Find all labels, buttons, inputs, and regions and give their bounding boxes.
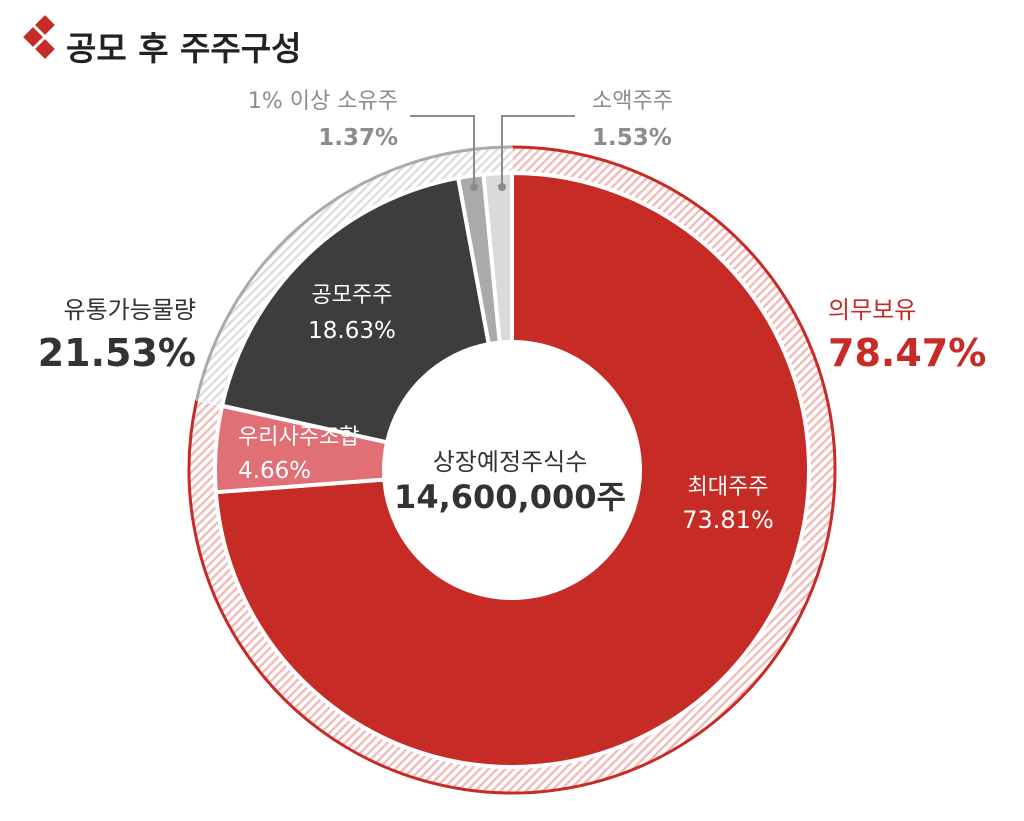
group-label-lockup: 의무보유 [828,296,916,324]
slice-label-public-offering: 공모주주 [312,283,393,308]
group-value-tradable: 21.53% [38,331,196,375]
leader-line-minority [501,115,575,187]
slice-label-largest-shareholder: 최대주주 [688,475,769,500]
leader-line-major-holders [410,115,475,187]
outer-slice-lockup-edge [187,145,837,795]
center-label-title: 상장예정주식수 [433,448,588,476]
slice-value-esop: 4.66% [238,458,311,484]
callout-value-major-holders: 1.37% [318,125,398,151]
slice-label-esop: 우리사주조합 [238,425,359,450]
group-value-lockup: 78.47% [828,331,986,375]
donut-hole [384,342,640,598]
callout-value-minority: 1.53% [592,125,672,151]
group-label-tradable: 유통가능물량 [64,296,196,324]
slice-value-largest-shareholder: 73.81% [682,506,774,534]
title-logo-icon [23,15,55,59]
leader-lines [410,115,575,191]
slice-value-public-offering: 18.63% [308,318,396,344]
center-label-total: 14,600,000주 [394,478,626,516]
callout-label-major-holders: 1% 이상 소유주 [248,89,398,114]
leader-dot-major-holders [470,183,478,191]
outer-slice-tradable-edge [195,145,513,401]
leader-dot-minority [498,183,506,191]
page-title: 공모 후 주주구성 [66,29,302,68]
callout-label-minority: 소액주주 [592,89,673,114]
inner-ring [213,171,811,769]
